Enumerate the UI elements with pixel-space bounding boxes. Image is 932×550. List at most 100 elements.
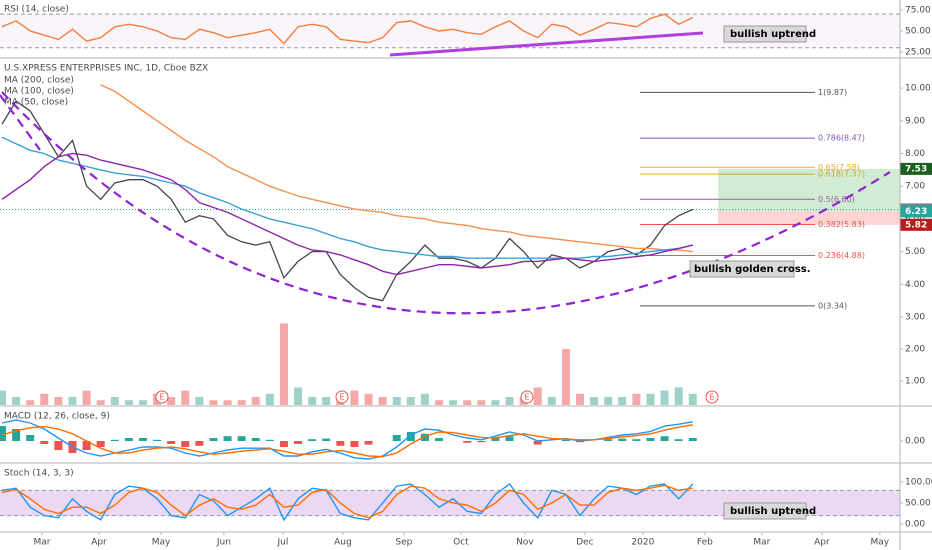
macd-histogram-bar xyxy=(561,439,570,441)
series-line xyxy=(100,84,693,253)
pane-title: RSI (14, close) xyxy=(4,5,69,15)
macd-histogram-bar xyxy=(604,439,613,441)
macd-histogram-bar xyxy=(688,438,697,441)
volume-bar xyxy=(251,397,260,405)
price-badge-label: 6.23 xyxy=(905,207,927,217)
price-badge-label: 7.53 xyxy=(905,164,927,174)
series-line xyxy=(1,424,693,458)
volume-bar xyxy=(209,400,218,405)
volume-bar xyxy=(435,400,444,405)
volume-bar xyxy=(561,349,570,405)
y-tick-label: 8.00 xyxy=(905,149,925,159)
fib-label: 0.5(6.60) xyxy=(818,195,855,204)
rounding-bottom-curve xyxy=(1,91,891,315)
series-line xyxy=(1,152,693,276)
volume-bar xyxy=(181,390,190,405)
macd-histogram-bar xyxy=(96,441,105,447)
volume-bar xyxy=(322,397,331,405)
y-tick-label: 0.00 xyxy=(905,437,925,447)
fib-label: 1(9.87) xyxy=(818,88,847,97)
legend-entry: MA (200, close) xyxy=(4,76,74,86)
legend-entry: MA (50, close) xyxy=(4,98,68,108)
macd-histogram-bar xyxy=(420,433,429,441)
volume-bar xyxy=(449,400,458,405)
macd-histogram-bar xyxy=(632,439,641,441)
earnings-label: E xyxy=(524,393,529,402)
volume-bar xyxy=(0,390,6,405)
volume-bar xyxy=(420,393,429,405)
volume-bar xyxy=(688,393,697,405)
x-tick-label: Apr xyxy=(91,538,107,548)
macd-histogram-bar xyxy=(279,441,288,447)
macd-histogram-bar xyxy=(40,441,49,444)
macd-histogram-bar xyxy=(533,441,542,445)
earnings-icon xyxy=(155,390,169,404)
x-tick-label: May xyxy=(152,538,171,548)
annotation-box xyxy=(723,502,807,520)
macd-histogram-bar xyxy=(350,441,359,447)
fib-label: 0.786(8.47) xyxy=(818,134,865,143)
macd-histogram-bar xyxy=(12,429,21,441)
fib-label: 0.618(7.37) xyxy=(818,170,865,179)
volume-bar xyxy=(364,393,373,405)
y-tick-label: 0.00 xyxy=(905,520,925,530)
volume-bar xyxy=(40,393,49,405)
macd-histogram-bar xyxy=(618,438,627,441)
y-tick-label: 3.00 xyxy=(905,313,925,323)
volume-bar xyxy=(406,397,415,405)
volume-bar xyxy=(392,397,401,405)
y-tick-label: 5.00 xyxy=(905,247,925,257)
macd-histogram-bar xyxy=(364,441,373,445)
volume-bar xyxy=(124,400,133,405)
y-tick-label: 4.00 xyxy=(905,280,925,290)
earnings-markers: E E E E xyxy=(155,390,719,404)
macd-histogram-bar xyxy=(491,438,500,441)
price-badge xyxy=(900,218,932,231)
earnings-icon xyxy=(335,390,349,404)
x-tick-label: Dec xyxy=(576,538,593,548)
x-tick-label: Jun xyxy=(216,538,231,548)
volume-bar xyxy=(618,397,627,405)
macd-histogram-bar xyxy=(406,432,415,441)
macd-histogram-bar xyxy=(138,438,147,441)
volume-bar xyxy=(96,400,105,405)
annotation: bullish uptrend xyxy=(730,506,816,517)
macd-histogram-bar xyxy=(195,441,204,446)
price-badge-label: 5.82 xyxy=(905,220,927,230)
y-tick-label: 9.00 xyxy=(905,116,925,126)
macd-histogram-bar xyxy=(26,435,35,441)
pane-title: MACD (12, 26, close, 9) xyxy=(4,412,110,422)
x-tick-label: Feb xyxy=(697,538,713,548)
series-line xyxy=(1,483,694,522)
y-tick-label: 10.00 xyxy=(905,84,931,94)
macd-histogram-bar xyxy=(322,438,331,441)
macd-histogram-bar xyxy=(435,438,444,441)
macd-histogram-bar xyxy=(54,441,63,450)
volume-bar xyxy=(12,397,21,405)
macd-histogram-bar xyxy=(336,441,345,446)
volume-bar xyxy=(378,397,387,405)
volume-bar xyxy=(350,390,359,405)
fib-label: 0(3.34) xyxy=(818,301,847,310)
volume-bar xyxy=(237,400,246,405)
volume-bar xyxy=(279,323,288,405)
volume-bar xyxy=(54,397,63,405)
volume-bar xyxy=(632,393,641,405)
volume-bar xyxy=(308,397,317,405)
y-tick-label: 1.00 xyxy=(905,377,925,387)
volume-bar xyxy=(294,387,303,405)
macd-histogram-bar xyxy=(167,441,176,444)
volume-bar xyxy=(533,387,542,405)
fib-label: 0.65(7.58) xyxy=(818,163,860,172)
fib-label: 0.236(4.88) xyxy=(818,251,865,260)
volume-bar xyxy=(660,390,669,405)
y-tick-label: 100.00 xyxy=(905,477,932,487)
macd-histogram-bar xyxy=(674,439,683,441)
macd-histogram-bar xyxy=(237,436,246,441)
macd-histogram-bar xyxy=(463,441,472,443)
x-tick-label: Sep xyxy=(395,538,412,548)
y-tick-label: 7.00 xyxy=(905,182,925,192)
volume-bar xyxy=(646,393,655,405)
volume-bar xyxy=(505,397,514,405)
